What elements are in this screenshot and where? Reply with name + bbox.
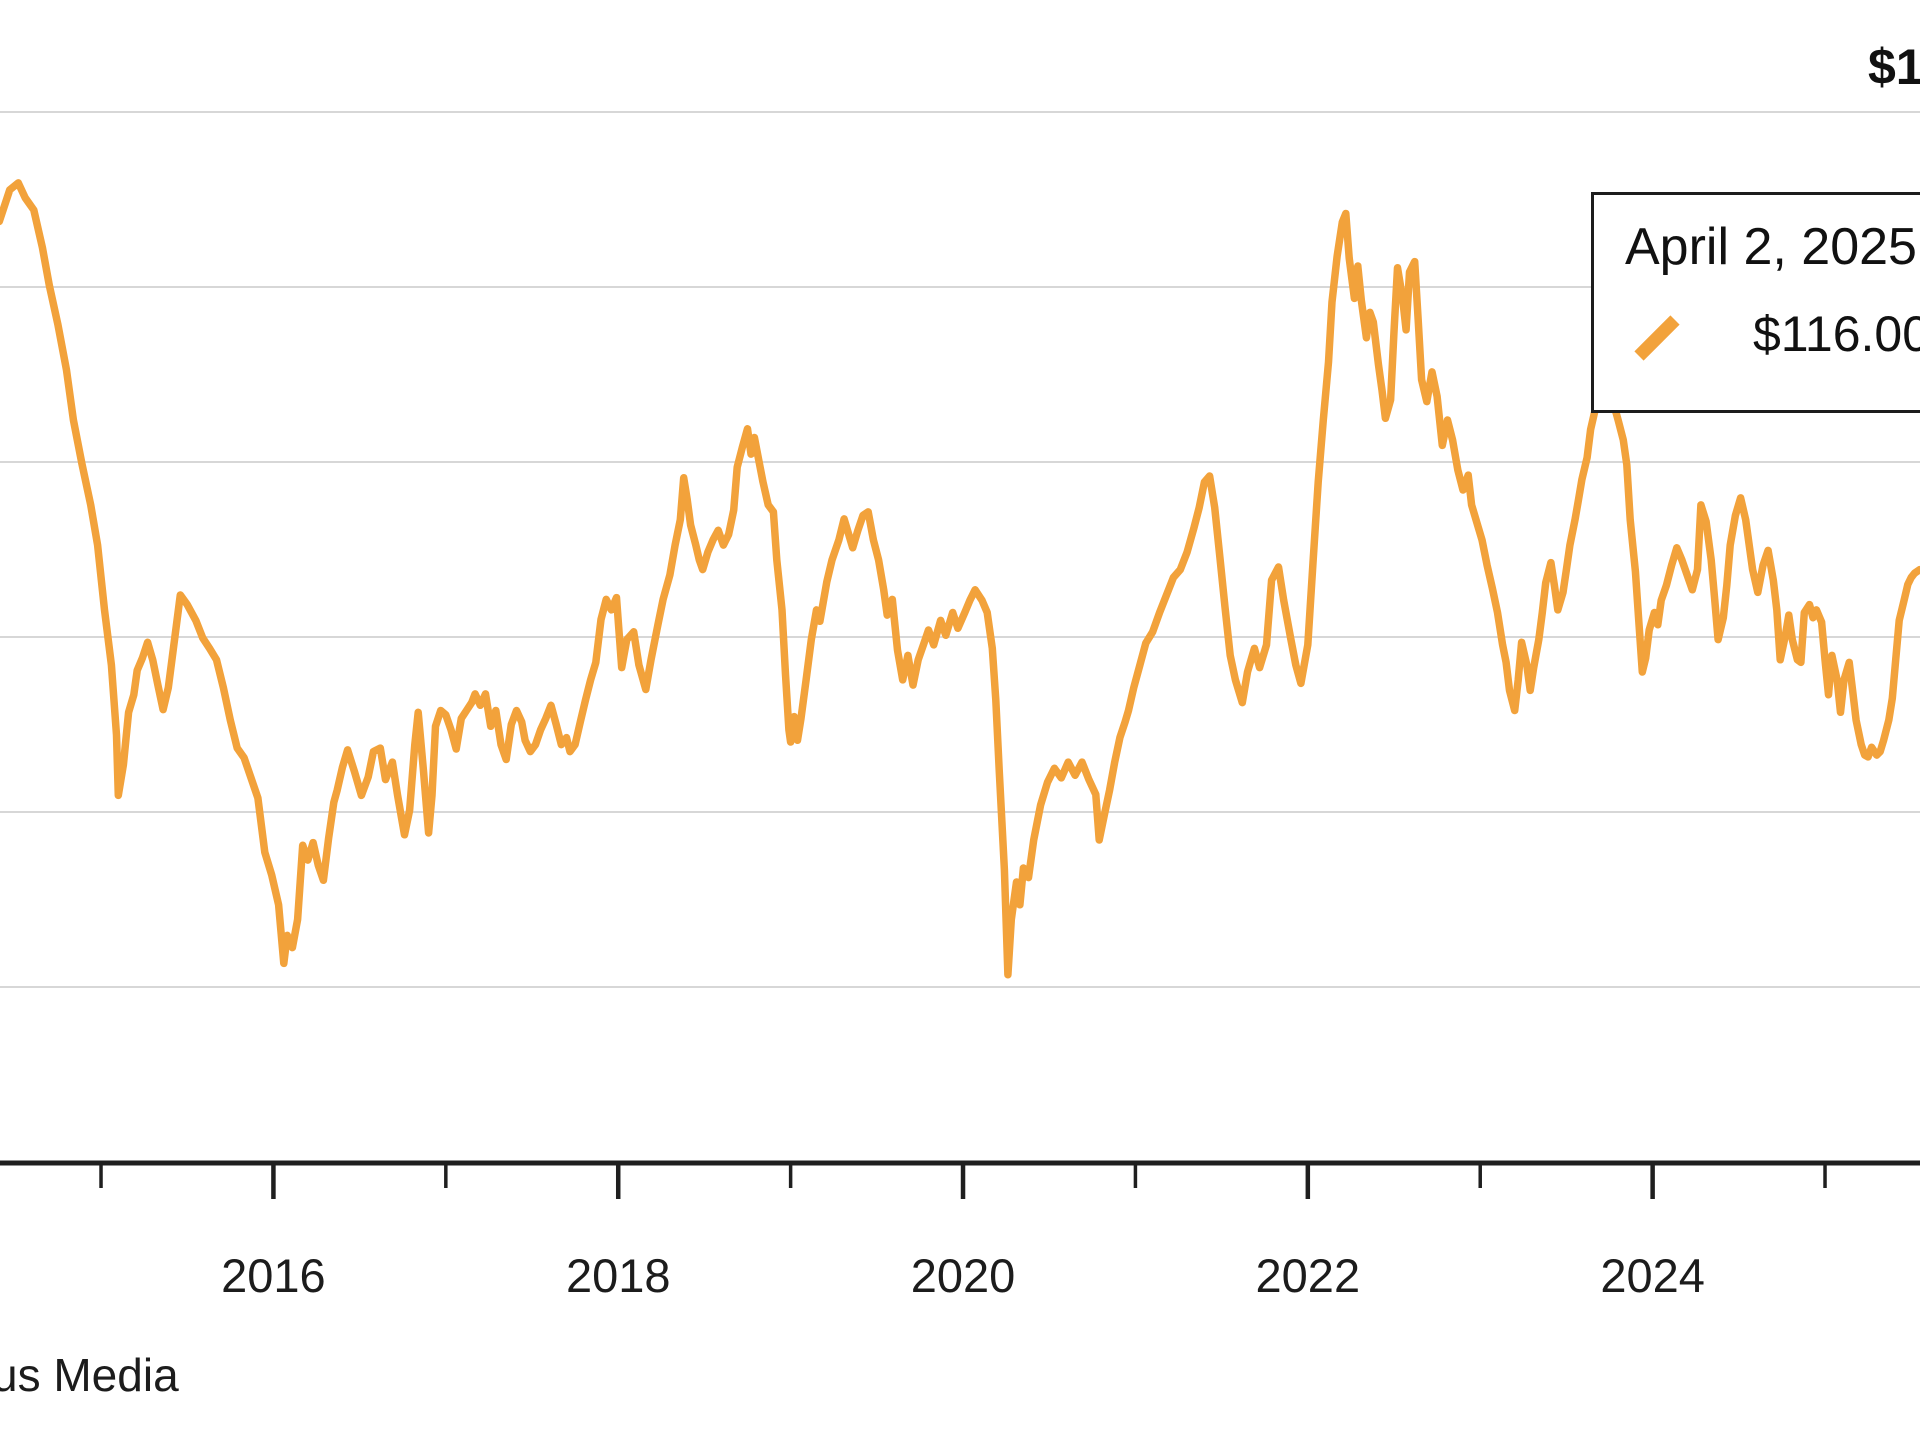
x-axis-year-label: 2018 [565,1249,671,1302]
tooltip-value-row: $116.00 [1594,303,1920,363]
source-attribution: us Media [0,1349,179,1401]
x-axis-year-label: 2022 [1255,1249,1361,1302]
y-axis-top-label: $160 [1868,39,1920,95]
chart-tooltip: April 2, 2025 $116.00 [1591,192,1920,413]
tooltip-date: April 2, 2025 [1625,218,1917,276]
price-line-series [0,179,1920,979]
series-legend-mark-icon [1634,315,1680,361]
x-axis-year-label: 2020 [910,1249,1016,1302]
tooltip-value: $116.00 [1753,306,1920,362]
x-axis-year-label: 2016 [221,1249,326,1302]
x-axis-year-label: 2024 [1600,1249,1705,1302]
